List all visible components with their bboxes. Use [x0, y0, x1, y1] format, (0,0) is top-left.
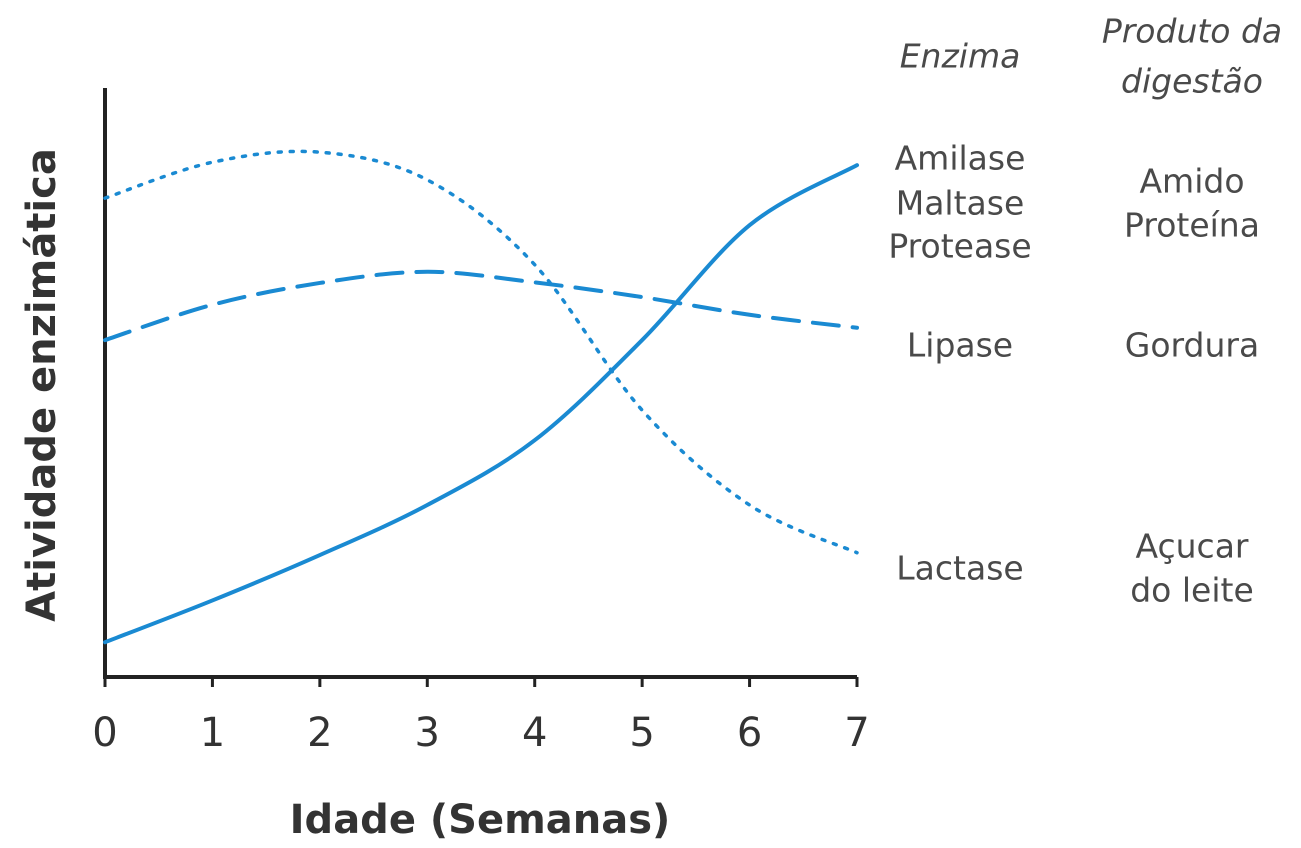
- product-label: do leite: [1130, 571, 1254, 610]
- line-series: [103, 163, 859, 645]
- x-tick-label: 3: [415, 710, 440, 756]
- product-header: digestão: [1121, 62, 1263, 101]
- x-tick-label: 5: [629, 710, 654, 756]
- line-series: [103, 269, 859, 343]
- product-label: Açucar: [1136, 527, 1249, 566]
- x-tick-label: 2: [307, 710, 332, 756]
- enzyme-label: Lipase: [907, 326, 1013, 365]
- x-tick-label: 7: [844, 710, 869, 756]
- y-axis-title: Atividade enzimática: [19, 148, 65, 622]
- product-header: Produto da: [1102, 12, 1282, 51]
- enzyme-header: Enzima: [900, 37, 1021, 76]
- enzyme-label: Maltase: [896, 184, 1025, 223]
- enzyme-label: Protease: [888, 227, 1031, 266]
- enzyme-label: Amilase: [895, 139, 1026, 178]
- x-tick-label: 6: [737, 710, 762, 756]
- product-label: Proteína: [1124, 206, 1260, 245]
- product-label: Gordura: [1125, 326, 1259, 365]
- x-tick-label: 4: [522, 710, 547, 756]
- product-label: Amido: [1139, 162, 1244, 201]
- x-tick-label: 1: [200, 710, 225, 756]
- x-axis-title: Idade (Semanas): [290, 797, 671, 843]
- x-tick-label: 0: [92, 710, 117, 756]
- enzyme-label: Lactase: [896, 549, 1023, 588]
- line-series: [103, 149, 859, 555]
